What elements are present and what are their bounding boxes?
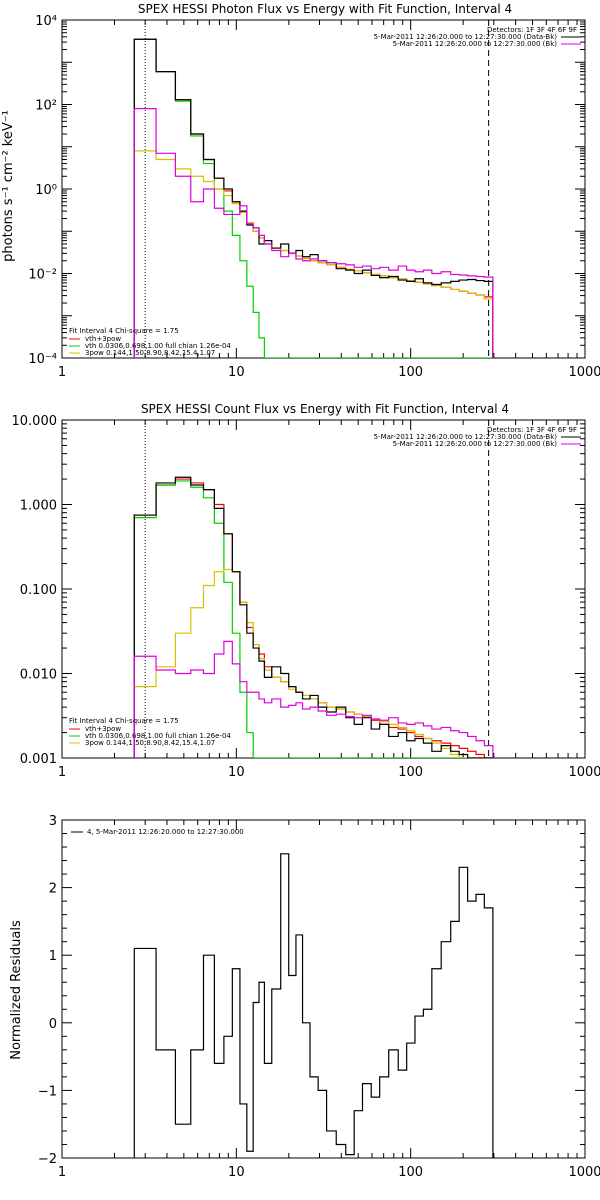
panel2-x-tick-label: 100 [398,765,423,780]
panel1-y-axis-label: photons s⁻¹ cm⁻² keV⁻¹ [1,110,16,262]
panel1-title: SPEX HESSI Photon Flux vs Energy with Fi… [138,2,512,16]
panel2-legend-total-label: vth+3pow [85,725,121,733]
panel1-y-tick-label: 10² [35,99,57,114]
panel2-series-yellow [133,568,493,758]
panel2-legend-bottom: Fit Interval 4 Chi-square = 1.75 vth+3po… [69,717,231,747]
panel3-x-tick-label: 100 [398,1165,423,1180]
panel2-series-magenta [133,640,494,758]
panel1-x-tick-label: 100 [398,365,423,380]
panel1-x-tick-label: 1000 [568,365,600,380]
panel1-series-magenta [133,107,494,358]
panel2-series-black [133,476,493,758]
panel2-y-tick-label: 0.010 [20,668,57,683]
panel2-y-tick-label: 1.000 [20,499,57,514]
panel1-y-tick-label: 10⁻² [28,268,57,283]
panel2-title: SPEX HESSI Count Flux vs Energy with Fit… [141,402,509,416]
panel1-x-tick-label: 10 [228,365,245,380]
panel3-x-tick-label: 1000 [568,1165,600,1180]
panel3-series-black [133,853,494,1158]
panel2-x-tick-label: 1 [58,765,66,780]
panel2-legend-detectors: Detectors: 1F 3F 4F 6F 9F [487,426,577,434]
panel1-legend-3pow-label: 3pow 0.144,1.50,8.90,8.42,15.4,1.07 [85,349,215,357]
panel1-legend-vth-label: vth 0.0306,0.698,1.00 full chian 1.26e-0… [85,342,231,350]
panel3-y-tick-label: 0 [49,1017,57,1032]
panel3-legend: 4, 5-Mar-2011 12:26:20.000 to 12:27:30.0… [71,828,244,836]
panel2-legend-fit-interval: Fit Interval 4 Chi-square = 1.75 [69,717,179,725]
panel1-series-yellow [133,150,494,358]
panel1-y-tick-label: 10⁰ [35,183,57,198]
panel2-y-tick-label: 0.001 [20,752,57,767]
panel2-series-green [133,480,493,758]
panel1-plot: 1 10 100 1000 10⁻⁴ 10⁻² 10⁰ 10² 10⁴ [28,14,600,380]
panel3-plot: 1 10 100 1000 −2 −1 0 1 2 3 [38,814,600,1180]
panel3-legend-label: 4, 5-Mar-2011 12:26:20.000 to 12:27:30.0… [87,828,244,836]
panel2-y-tick-label: 0.100 [20,583,57,598]
panel3-y-axis-label: Normalized Residuals [9,920,24,1060]
panel2-x-tick-label: 10 [228,765,245,780]
panel2-y-tick-label: 10.000 [12,414,58,429]
panel3-x-tick-label: 1 [58,1165,66,1180]
panel2-legend-3pow-label: 3pow 0.144,1.50,8.90,8.42,15.4,1.07 [85,739,215,747]
panel3-y-tick-label: −1 [38,1084,57,1099]
panel1-x-tick-label: 1 [58,365,66,380]
panel1-y-tick-label: 10⁴ [35,14,57,29]
panel1-y-tick-label: 10⁻⁴ [28,352,57,367]
panel1-legend-top: Detectors: 1F 3F 4F 6F 9F 5-Mar-2011 12:… [374,26,581,48]
panel3-y-tick-label: 2 [49,882,57,897]
panel2-plot: 1 10 100 1000 0.001 0.010 0.100 1.000 10.000 [12,414,600,780]
panel2-legend-data-label: 5-Mar-2011 12:26:20.000 to 12:27:30.000 … [374,433,558,441]
panel1-legend-total-label: vth+3pow [85,335,121,343]
panel3-frame [61,819,586,1159]
panel3-y-tick-label: 1 [49,949,57,964]
panel2-legend-bk-label: 5-Mar-2011 12:26:20.000 to 12:27:30.000 … [393,440,558,448]
panel3-y-tick-label: 3 [49,814,57,829]
panel3-y-tick-label: −2 [38,1152,57,1167]
panel3-x-tick-label: 10 [228,1165,245,1180]
panel1-legend-data-label: 5-Mar-2011 12:26:20.000 to 12:27:30.000 … [374,33,558,41]
panel1-legend-bottom: Fit Interval 4 Chi-square = 1.75 vth+3po… [69,327,231,357]
panel1-legend-detectors: Detectors: 1F 3F 4F 6F 9F [487,26,577,34]
panel2-legend-vth-label: vth 0.0306,0.698,1.00 full chian 1.26e-0… [85,732,231,740]
panel1-legend-fit-interval: Fit Interval 4 Chi-square = 1.75 [69,327,179,335]
panel2-legend-top: Detectors: 1F 3F 4F 6F 9F 5-Mar-2011 12:… [374,426,581,448]
panel1-legend-bk-label: 5-Mar-2011 12:26:20.000 to 12:27:30.000 … [393,40,558,48]
panel2-x-tick-label: 1000 [568,765,600,780]
